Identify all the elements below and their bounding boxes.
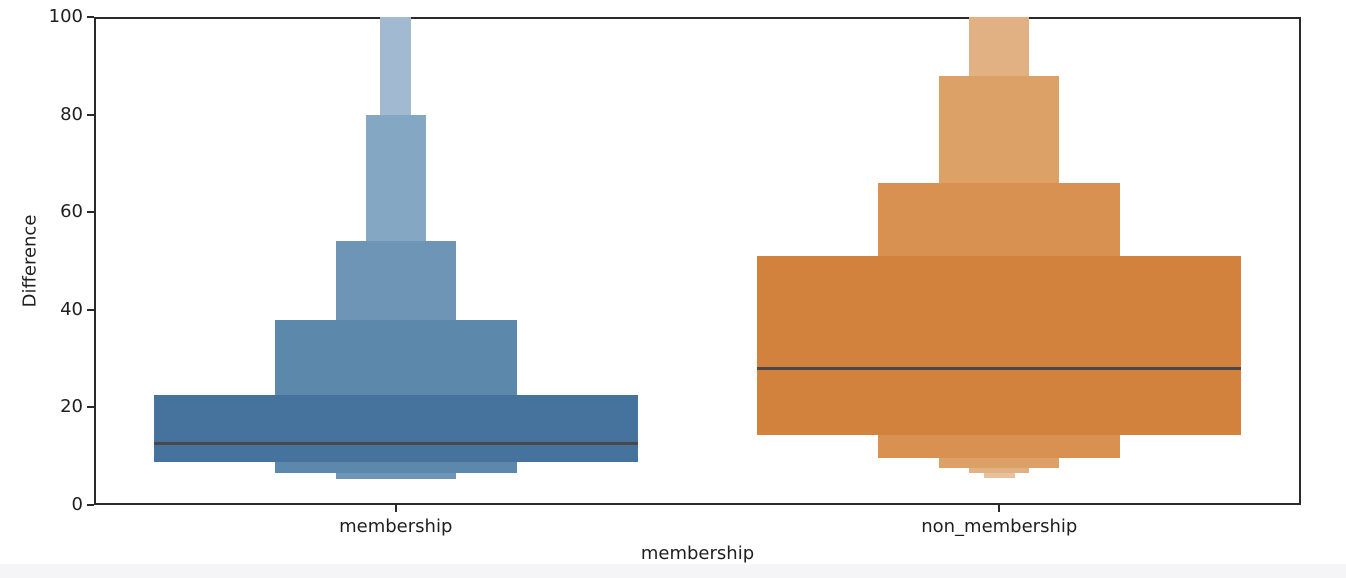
x-tick-label-non_membership: non_membership [921, 516, 1078, 537]
y-axis-label: Difference [19, 214, 41, 308]
x-tick-mark [998, 505, 1001, 512]
footer-strip [0, 564, 1346, 578]
median-line-non_membership [757, 367, 1242, 371]
x-tick-mark [394, 505, 397, 512]
y-tick-label: 60 [60, 201, 83, 223]
y-tick-label: 40 [60, 298, 83, 320]
y-tick-label: 80 [60, 103, 83, 125]
boxen-box-membership-k1-quartile-box [153, 395, 638, 463]
y-tick-mark [87, 504, 94, 506]
y-tick-label: 0 [71, 494, 83, 515]
y-tick-mark [87, 16, 94, 18]
y-tick-mark [87, 308, 94, 311]
y-tick-mark [87, 406, 94, 409]
y-tick-mark [87, 211, 94, 214]
y-tick-label: 20 [60, 396, 83, 418]
boxen-box-non_membership-k1-quartile-box [757, 256, 1242, 436]
x-axis-label: membership [640, 543, 755, 564]
y-tick-mark [87, 113, 94, 116]
x-tick-label-membership: membership [339, 516, 453, 537]
y-tick-label: 100 [48, 6, 83, 27]
median-line-membership [153, 442, 638, 445]
